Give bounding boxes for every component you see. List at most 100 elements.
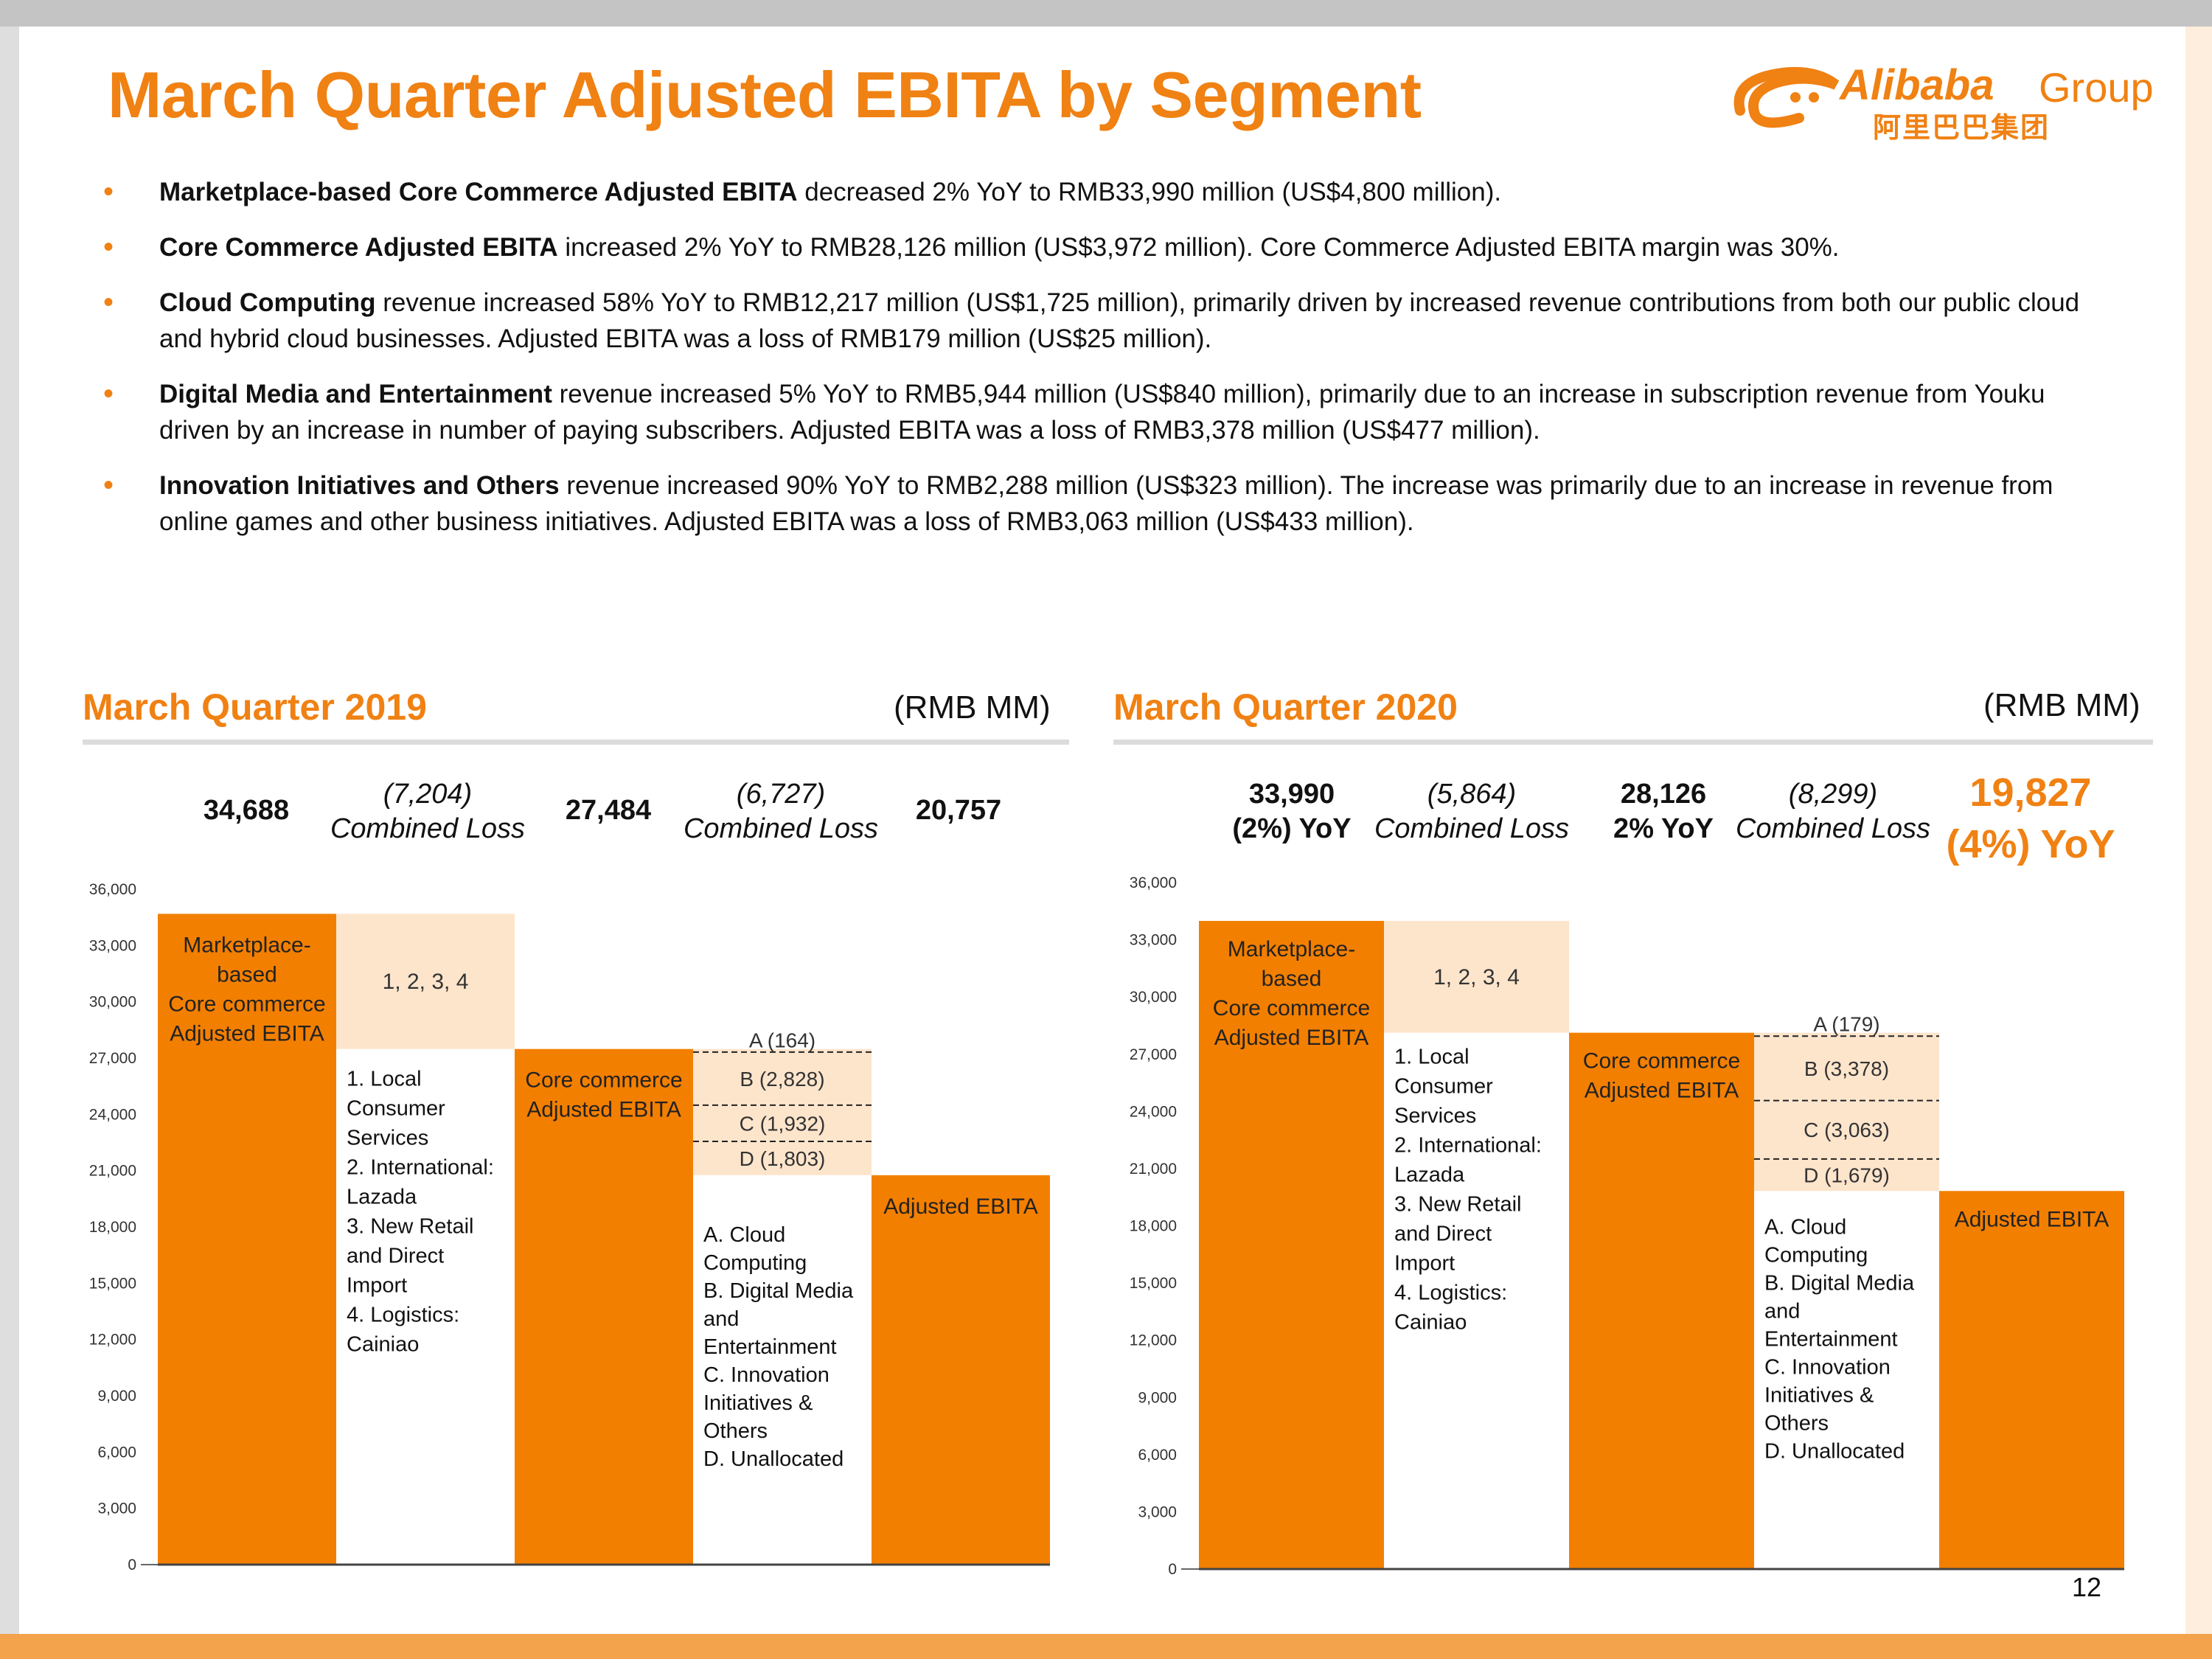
bullet-list: • Marketplace-based Core Commerce Adjuste… <box>103 174 2094 559</box>
chart-2020-bar-label: Core commerce <box>1583 1049 1740 1074</box>
bullet-bold: Digital Media and Entertainment <box>159 380 552 408</box>
chart-2019-legend2-line: and <box>703 1307 739 1331</box>
chart-2020-legend1-line: Cainiao <box>1394 1311 1467 1335</box>
chart-2020-bar-loss-stack <box>1754 1032 1939 1192</box>
chart-2020-ytick-label: 18,000 <box>1130 1218 1177 1235</box>
chart-2019-legend1-line: 3. New Retail <box>347 1215 473 1239</box>
chart-2019-header-loss1: (7,204) Combined Loss <box>330 777 525 846</box>
chart-2019-header-loss2: (6,727) Combined Loss <box>684 777 878 846</box>
chart-2019-rule <box>83 740 1069 745</box>
bottom-band <box>0 1634 2212 1659</box>
bullet-item: • Core Commerce Adjusted EBITA increased … <box>103 231 1840 263</box>
chart-2019-stack-label: D (1,803) <box>740 1147 826 1170</box>
chart-2020-legend1-line: Lazada <box>1394 1164 1465 1187</box>
chart-2019-header-loss1-label: Combined Loss <box>330 813 526 844</box>
chart-2020-loss-label: 1, 2, 3, 4 <box>1433 965 1520 990</box>
chart-2020-ytick-label: 36,000 <box>1130 874 1177 891</box>
chart-2019-ytick-label: 33,000 <box>89 937 136 954</box>
chart-2019-ytick-label: 6,000 <box>97 1444 136 1461</box>
chart-2019-stack-label: B (2,828) <box>740 1068 824 1091</box>
chart-2019-bar-label: Adjusted EBITA <box>526 1098 681 1122</box>
bullet-item: • Cloud Computing revenue increased 58% Y… <box>103 286 2080 353</box>
alibaba-logo: Alibaba Group 阿里巴巴集团 <box>1725 59 2154 144</box>
chart-2019-ytick-label: 12,000 <box>89 1332 136 1349</box>
chart-2019-header-loss2-value: (6,727) <box>736 779 826 810</box>
chart-2019-title: March Quarter 2019 <box>83 686 427 728</box>
chart-2020-legend2-line: D. Unallocated <box>1764 1439 1905 1463</box>
chart-2020-unit: (RMB MM) <box>1983 687 2140 723</box>
bullet-bold: Marketplace-based Core Commerce Adjusted… <box>159 178 798 206</box>
chart-2020-legend2-line: Entertainment <box>1764 1327 1898 1351</box>
right-band <box>2185 27 2212 1634</box>
chart-2019-header-loss1-value: (7,204) <box>383 779 473 810</box>
chart-2020-legend2-line: and <box>1764 1299 1800 1323</box>
chart-2019-legend1-line: Lazada <box>347 1186 417 1209</box>
bullet-bold: Cloud Computing <box>159 288 376 317</box>
chart-2019-bar-label: based <box>217 962 277 987</box>
chart-2019-legend1-line: 4. Logistics: <box>347 1304 459 1327</box>
chart-2020-stack-label: A (179) <box>1813 1013 1879 1036</box>
chart-2020-ytick-label: 3,000 <box>1138 1503 1177 1520</box>
bullet-item: • Marketplace-based Core Commerce Adjuste… <box>103 175 1502 208</box>
chart-2019-ytick-label: 3,000 <box>97 1500 136 1517</box>
chart-2020-stack-label: B (3,378) <box>1804 1057 1889 1080</box>
chart-2020-legend1-line: and Direct <box>1394 1222 1492 1246</box>
chart-2019-bar-loss-stack <box>693 1048 872 1175</box>
chart-2019-ytick-label: 21,000 <box>89 1163 136 1180</box>
chart-2020-stack-label: C (3,063) <box>1804 1119 1890 1141</box>
chart-2019-ytick-label: 0 <box>128 1557 136 1573</box>
bullet-item: • Digital Media and Entertainment revenue… <box>103 378 2045 445</box>
chart-2020-bar-label: Adjusted EBITA <box>1955 1207 2110 1231</box>
chart-2019-header-v1: 34,688 <box>203 795 290 826</box>
chart-2020-header-loss2-value: (8,299) <box>1788 779 1878 810</box>
chart-2019-legend2-line: Entertainment <box>703 1335 837 1359</box>
top-band <box>0 0 2212 27</box>
page-number: 12 <box>2072 1572 2102 1602</box>
chart-2020-legend2-line: A. Cloud <box>1764 1215 1846 1239</box>
chart-2020-legend2-line: Others <box>1764 1411 1829 1435</box>
chart-2020-header-loss1: (5,864) Combined Loss <box>1374 777 1569 846</box>
chart-2019-unit: (RMB MM) <box>894 689 1051 726</box>
bullet-text: decreased 2% YoY to RMB33,990 million (U… <box>797 178 1502 206</box>
chart-2020-legend1-line: 2. International: <box>1394 1134 1542 1158</box>
chart-2020-legend2-line: C. Innovation <box>1764 1355 1891 1379</box>
chart-2020-stack-label: D (1,679) <box>1804 1164 1890 1187</box>
chart-2019-legend2-line: B. Digital Media <box>703 1279 854 1303</box>
chart-2020-bar-label: Core commerce <box>1213 996 1370 1020</box>
chart-2019-legend2-line: Computing <box>703 1251 807 1275</box>
page-title: March Quarter Adjusted EBITA by Segment <box>108 58 1422 131</box>
chart-2020-header-v1: 33,990 (2%) YoY <box>1232 777 1351 846</box>
chart-2020-legend1-line: Services <box>1394 1105 1476 1128</box>
chart-2020-bar-total <box>1199 920 1384 1569</box>
chart-2020-bar-total <box>1569 1032 1754 1569</box>
chart-2020-legend2-line: B. Digital Media <box>1764 1271 1915 1295</box>
chart-2020-header-loss1-value: (5,864) <box>1427 779 1517 810</box>
chart-2020-ytick-label: 33,000 <box>1130 932 1177 949</box>
chart-2020-legend2-line: Computing <box>1764 1243 1868 1267</box>
chart-2020-ytick-label: 6,000 <box>1138 1447 1177 1464</box>
chart-2019-ytick-label: 30,000 <box>89 994 136 1011</box>
chart-2020-legend1-line: 1. Local <box>1394 1046 1470 1069</box>
bullet-bold: Innovation Initiatives and Others <box>159 471 560 500</box>
chart-2019-header-v3: 20,757 <box>915 795 1002 826</box>
chart-2020-ytick-label: 12,000 <box>1130 1332 1177 1349</box>
chart-2019-ytick-label: 27,000 <box>89 1050 136 1067</box>
logo-group: Group <box>2039 64 2154 111</box>
chart-2019-ytick-label: 24,000 <box>89 1106 136 1123</box>
chart-2019-stack-label: C (1,932) <box>740 1112 826 1135</box>
chart-2019-legend1-line: 1. Local <box>347 1068 422 1091</box>
chart-2020-ytick-label: 27,000 <box>1130 1046 1177 1063</box>
chart-2020-header-loss2: (8,299) Combined Loss <box>1736 777 1930 846</box>
chart-2019-header-loss2-label: Combined Loss <box>683 813 879 844</box>
chart-2020-legend1-line: Import <box>1394 1252 1455 1276</box>
chart-2020-header-v1-value: 33,990 <box>1248 779 1335 810</box>
chart-2019-loss-label: 1, 2, 3, 4 <box>383 970 469 994</box>
chart-2019-bar-label: Adjusted EBITA <box>883 1194 1038 1219</box>
chart-2019-legend2-line: C. Innovation <box>703 1363 830 1387</box>
chart-2020-title: March Quarter 2020 <box>1113 686 1458 728</box>
chart-2019-legend1-line: Consumer <box>347 1097 445 1121</box>
chart-2020-bar-total <box>1939 1191 2124 1569</box>
chart-2020-header-v2-yoy: 2% YoY <box>1613 813 1714 844</box>
chart-2020-header-v3-value: 19,827 <box>1969 771 2092 815</box>
bullet-text: increased 2% YoY to RMB28,126 million (U… <box>557 233 1840 262</box>
